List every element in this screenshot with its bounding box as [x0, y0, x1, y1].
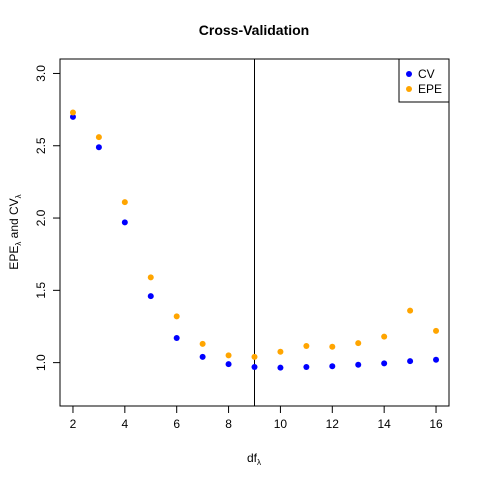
point-cv [277, 364, 284, 371]
x-tick-label: 6 [173, 417, 180, 431]
y-axis-label-main1: EPE [7, 246, 21, 270]
x-tick-label: 4 [121, 417, 128, 431]
legend-label-cv: CV [418, 67, 435, 81]
legend: CV EPE [398, 58, 450, 103]
point-epe [407, 307, 414, 314]
legend-label-epe: EPE [418, 82, 442, 96]
point-cv [121, 219, 128, 226]
point-cv [433, 356, 440, 363]
x-tick-label: 10 [274, 417, 288, 431]
point-cv [95, 144, 102, 151]
point-epe [199, 340, 206, 347]
y-tick-label: 2.0 [34, 209, 48, 226]
x-tick-label: 16 [429, 417, 443, 431]
y-tick-label: 1.5 [34, 282, 48, 299]
y-axis-label-sub1: λ [14, 242, 23, 246]
point-cv [355, 361, 362, 368]
x-tick-label: 12 [326, 417, 340, 431]
data-points [69, 109, 440, 371]
y-axis: 1.0 1.5 2.0 2.5 3.0 [34, 65, 61, 371]
series-cv [69, 113, 440, 371]
point-epe [95, 134, 102, 141]
chart-title: Cross-Validation [199, 22, 309, 38]
legend-marker-cv [406, 71, 412, 77]
point-epe [147, 274, 154, 281]
point-cv [147, 293, 154, 300]
point-cv [199, 353, 206, 360]
point-cv [303, 363, 310, 370]
point-epe [355, 340, 362, 347]
y-tick-label: 2.5 [34, 137, 48, 154]
point-epe [303, 342, 310, 349]
y-axis-label-mid: and CV [7, 198, 21, 241]
point-epe [381, 333, 388, 340]
x-axis-label-sub: λ [257, 458, 261, 467]
point-cv [69, 113, 76, 120]
point-epe [251, 353, 258, 360]
legend-marker-epe [406, 86, 412, 92]
y-axis-label-sub2: λ [14, 194, 23, 198]
y-tick-label: 1.0 [34, 354, 48, 371]
point-epe [277, 348, 284, 355]
legend-box [398, 58, 450, 103]
point-epe [433, 327, 440, 334]
x-tick-label: 8 [225, 417, 232, 431]
x-axis-label: dfλ [247, 451, 261, 467]
y-tick-label: 3.0 [34, 65, 48, 82]
series-epe [69, 109, 440, 360]
point-epe [225, 352, 232, 359]
point-epe [69, 109, 76, 116]
point-epe [121, 199, 128, 206]
point-epe [329, 343, 336, 350]
x-axis-label-main: df [247, 451, 258, 465]
point-epe [173, 313, 180, 320]
point-cv [251, 363, 258, 370]
point-cv [407, 358, 414, 365]
x-axis: 2 4 6 8 10 12 14 16 [70, 405, 443, 431]
point-cv [329, 363, 336, 370]
point-cv [173, 335, 180, 342]
x-tick-label: 2 [70, 417, 77, 431]
y-axis-label: EPEλ and CVλ [7, 194, 23, 269]
point-cv [381, 360, 388, 367]
point-cv [225, 361, 232, 368]
x-tick-label: 14 [377, 417, 391, 431]
